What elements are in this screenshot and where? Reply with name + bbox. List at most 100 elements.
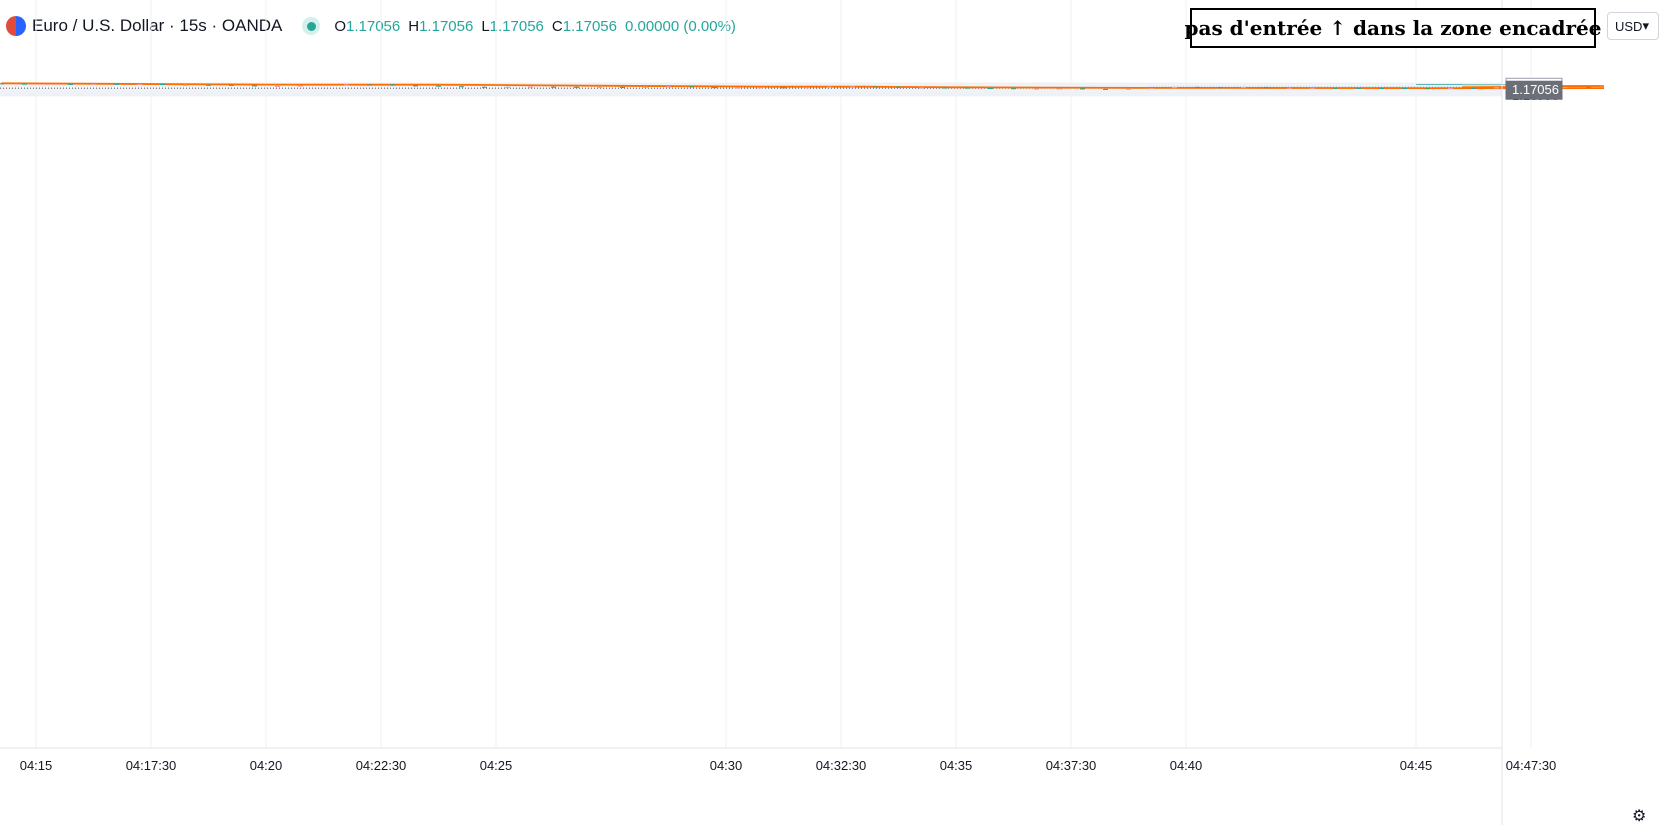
ohlc-change: 0.00000 (0.00%) <box>624 17 736 35</box>
candle-up <box>643 86 648 88</box>
candle-up <box>804 87 809 89</box>
candle-down <box>482 86 487 88</box>
candle-down <box>1333 87 1338 89</box>
candle-down <box>988 87 993 89</box>
candle-up <box>919 87 924 89</box>
candle-up <box>758 87 763 89</box>
grid-lines <box>0 0 1532 748</box>
chart-header: Euro / U.S. Dollar · 15s · OANDA O1.1705… <box>6 12 736 40</box>
currency-label: USD <box>1615 18 1643 34</box>
candle-down <box>1264 87 1269 89</box>
candle-down <box>1425 88 1430 90</box>
candle-down <box>68 83 73 85</box>
candle-down <box>551 86 556 88</box>
candle-up <box>45 83 50 85</box>
candle-down <box>390 84 395 86</box>
candle-down <box>1586 87 1591 89</box>
candle-up <box>1310 87 1315 89</box>
candle-up <box>666 86 671 88</box>
x-tick-label: 04:30 <box>710 758 743 773</box>
candle-up <box>1494 87 1499 89</box>
currency-button[interactable]: USD ▾ <box>1607 12 1659 40</box>
candle-up <box>183 84 188 86</box>
x-tick-label: 04:45 <box>1400 758 1433 773</box>
x-tick-label: 04:22:30 <box>356 758 407 773</box>
candle-down <box>114 83 119 85</box>
candle-down <box>1103 88 1108 90</box>
candle-down <box>1011 88 1016 90</box>
candle-down <box>620 86 625 88</box>
candle-up <box>275 86 280 88</box>
candle-down <box>896 86 901 88</box>
price-label-text: 1.17056 <box>1512 82 1559 97</box>
candle-down <box>206 84 211 86</box>
candle-up <box>850 86 855 88</box>
candle-up <box>827 86 832 88</box>
x-tick-label: 04:20 <box>250 758 283 773</box>
x-tick-label: 04:17:30 <box>126 758 177 773</box>
candle-down <box>436 85 441 87</box>
candle-down <box>1080 88 1085 90</box>
candle-down <box>689 86 694 88</box>
x-tick-label: 04:40 <box>1170 758 1203 773</box>
candle-down <box>712 87 717 89</box>
candle-up <box>528 86 533 88</box>
candle-up <box>505 86 510 88</box>
price-chart[interactable]: ** 1.171401.171301.171201.171101.171001.… <box>0 0 1604 825</box>
x-tick-label: 04:47:30 <box>1506 758 1557 773</box>
x-tick-label: 04:35 <box>940 758 973 773</box>
candle-up <box>1448 87 1453 89</box>
candle-up <box>1241 87 1246 89</box>
x-tick-label: 04:37:30 <box>1046 758 1097 773</box>
candle-down <box>0 83 4 85</box>
candle-up <box>1563 87 1568 89</box>
candle-up <box>298 85 303 87</box>
candle-down <box>252 85 257 87</box>
market-status-icon[interactable] <box>302 17 321 35</box>
candle-up <box>1034 88 1039 90</box>
annotation-text-box[interactable]: pas d'entrée ↑ dans la zone encadrée <box>1185 8 1602 48</box>
candle-down <box>367 84 372 86</box>
candle-down <box>413 85 418 87</box>
candle-down <box>965 87 970 89</box>
candles <box>0 83 1591 90</box>
candle-up <box>1172 86 1177 89</box>
candle-up <box>597 86 602 88</box>
candle-down <box>22 83 27 85</box>
symbol-title[interactable]: Euro / U.S. Dollar · 15s · OANDA <box>32 16 283 35</box>
candle-up <box>91 83 96 85</box>
candle-down <box>459 86 464 88</box>
price-axis: 1.171401.171301.171201.171101.171001.170… <box>1501 0 1563 825</box>
candle-down <box>229 84 234 86</box>
candle-down <box>1471 87 1476 89</box>
candle-down <box>1402 88 1407 90</box>
candle-down <box>160 83 165 85</box>
settings-gear-icon[interactable]: ⚙ <box>1632 808 1647 825</box>
ohlc-close: C1.17056 <box>551 17 617 35</box>
candle-up <box>1126 88 1131 90</box>
symbol-flag-icon <box>6 16 26 36</box>
candle-down <box>1379 87 1384 89</box>
candle-down <box>574 86 579 88</box>
candle-down <box>1356 87 1361 89</box>
candle-down <box>1218 87 1223 89</box>
candle-up <box>735 87 740 89</box>
x-tick-label: 04:25 <box>480 758 513 773</box>
ohlc-low: L1.17056 <box>481 17 544 35</box>
last-price-label <box>1505 80 1563 100</box>
candle-up <box>344 84 349 86</box>
candle-down <box>781 87 786 89</box>
candle-up <box>1057 88 1062 90</box>
ohlc-values: O1.17056 H1.17056 L1.17056 C1.17056 0.00… <box>334 18 736 35</box>
ohlc-high: H1.17056 <box>408 17 474 35</box>
candle-up <box>1287 87 1292 89</box>
candle-up <box>321 85 326 87</box>
candle-down <box>873 86 878 88</box>
candle-down <box>1195 86 1200 88</box>
x-tick-label: 04:15 <box>20 758 53 773</box>
candle-down <box>942 87 947 89</box>
candle-up <box>1149 88 1154 90</box>
candle-up <box>137 83 142 85</box>
time-axis: 04:15 04:17:30 04:20 04:22:30 04:25 04:30 04:3… <box>0 747 1557 773</box>
ohlc-open: O1.17056 <box>334 17 401 35</box>
